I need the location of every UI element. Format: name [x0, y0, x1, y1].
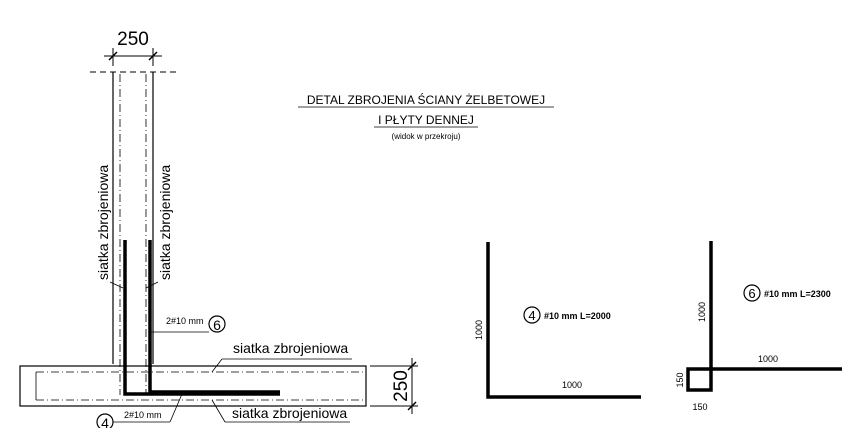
mesh-label-left: siatka zbrojeniowa	[95, 165, 111, 280]
wall-thickness-dimension: 250	[104, 29, 162, 66]
starter-bar-6	[148, 240, 280, 394]
title-block: DETAL ZBROJENIA ŚCIANY ŻELBETOWEJ I PŁYT…	[298, 92, 554, 141]
title-line3: (widok w przekroju)	[392, 132, 461, 141]
bar6-shape: 1000 1000 150 150 6 #10 mm L=2300	[675, 241, 842, 412]
bar6-leg-vertical: 1000	[697, 302, 707, 322]
mesh-label-right: siatka zbrojeniowa	[157, 165, 173, 280]
leader-mesh-bottom	[211, 399, 226, 423]
bar6-line	[686, 241, 842, 392]
bar6-marker: 6	[213, 317, 221, 333]
bar6-leg-horizontal: 1000	[758, 354, 778, 364]
bar4-line	[486, 242, 641, 399]
leader-mesh-left	[109, 281, 124, 289]
slab-section	[19, 365, 367, 407]
bar6-spec: #10 mm L=2300	[764, 289, 831, 299]
bar6-callout-text: 2#10 mm	[166, 316, 204, 326]
bar4-spec-marker: 4	[528, 308, 535, 323]
mesh-label-bottom: siatka zbrojeniowa	[232, 405, 347, 421]
leader-mesh-right	[145, 281, 159, 289]
bar6-spec-marker: 6	[748, 286, 755, 301]
bar4-shape: 1000 1000 4 #10 mm L=2000	[474, 242, 641, 399]
wall-thickness-label: 250	[117, 29, 149, 50]
bar4-marker: 4	[101, 415, 109, 428]
bar4-leg-horizontal: 1000	[562, 380, 582, 390]
leader-mesh-top	[211, 358, 223, 373]
bar6-marker-circle	[208, 315, 226, 333]
title-line1: DETAL ZBROJENIA ŚCIANY ŻELBETOWEJ	[307, 92, 545, 107]
slab-thickness-label: 250	[391, 370, 412, 402]
bar4-callout: 4 2#10 mm	[96, 393, 183, 428]
bar4-spec-marker-circle	[523, 306, 541, 324]
bar6-hook-horizontal: 150	[692, 402, 707, 412]
bar4-callout-text: 2#10 mm	[124, 410, 162, 420]
wall-section	[90, 71, 280, 396]
starter-bar-4	[123, 240, 280, 396]
bar4-leg-vertical: 1000	[474, 320, 484, 340]
bar6-hook-vertical: 150	[675, 372, 685, 387]
bar4-spec: #10 mm L=2000	[544, 311, 611, 321]
mesh-label-top: siatka zbrojeniowa	[233, 340, 348, 356]
slab-thickness-dimension: 250	[370, 358, 418, 414]
bar6-callout: 2#10 mm 6	[150, 315, 226, 333]
bar6-spec-marker-circle	[743, 284, 761, 302]
slab-outline	[19, 365, 367, 407]
title-line2: I PŁYTY DENNEJ	[378, 113, 474, 127]
